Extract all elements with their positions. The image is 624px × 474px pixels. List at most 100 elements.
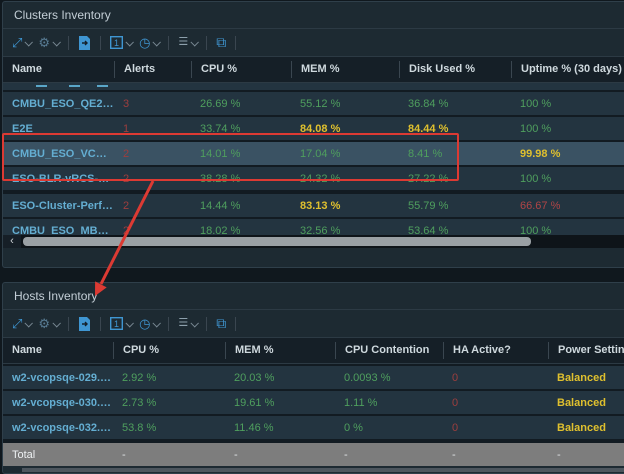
export-icon bbox=[79, 35, 91, 50]
alerts-value: 2 bbox=[123, 172, 130, 185]
expand-icon: ⤢ bbox=[12, 35, 23, 50]
chevron-down-icon bbox=[190, 318, 200, 328]
gear-icon: ⚙ bbox=[38, 35, 51, 50]
chevron-down-icon bbox=[125, 37, 135, 47]
column-header-disk[interactable]: Disk Used % bbox=[399, 61, 511, 78]
mem-value: 17.04 % bbox=[300, 147, 341, 160]
export-button[interactable] bbox=[78, 35, 91, 50]
contention-value: 1.11 % bbox=[344, 396, 378, 409]
clock-icon: ◷ bbox=[139, 316, 151, 331]
settings-button[interactable]: ⚙ bbox=[38, 35, 62, 50]
ha-active-value: 0 bbox=[452, 396, 459, 409]
disk-value: 55.79 % bbox=[408, 199, 449, 212]
contention-value: 0.0093 % bbox=[344, 371, 391, 384]
alerts-value: 3 bbox=[123, 97, 130, 110]
gear-icon: ⚙ bbox=[38, 316, 51, 331]
total-value: - bbox=[452, 448, 456, 461]
hosts-panel-title: Hosts Inventory bbox=[3, 283, 624, 310]
chevron-down-icon bbox=[152, 318, 162, 328]
cluster-name-link[interactable]: CMBU_ESO_VCOPS... bbox=[12, 147, 114, 160]
date-range-button[interactable]: 1 bbox=[110, 317, 135, 330]
ha-active-value: 0 bbox=[452, 371, 459, 384]
chevron-down-icon bbox=[24, 318, 34, 328]
clipped-text-fragment bbox=[97, 85, 108, 87]
toolbar-separator bbox=[68, 316, 70, 331]
column-header-uptime[interactable]: Uptime % (30 days) bbox=[511, 61, 624, 78]
total-label: Total bbox=[12, 448, 36, 461]
column-header-cpu[interactable]: CPU % bbox=[191, 61, 291, 78]
scrollbar-thumb[interactable] bbox=[23, 237, 531, 246]
table-row[interactable]: CMBU_ESO_QE2_Cl... 3 26.69 % 55.12 % 36.… bbox=[3, 92, 624, 115]
cpu-value: 38.28 % bbox=[200, 172, 241, 185]
host-name-link[interactable]: w2-vcopsqe-029.en... bbox=[12, 371, 113, 384]
toolbar-separator bbox=[235, 316, 237, 331]
toolbar-separator bbox=[206, 316, 208, 331]
column-header-alerts[interactable]: Alerts bbox=[114, 61, 191, 78]
settings-button[interactable]: ⚙ bbox=[38, 316, 62, 331]
uptime-value: 100 % bbox=[520, 172, 552, 185]
copy-icon: ⧉ bbox=[216, 34, 227, 50]
alerts-value: 2 bbox=[123, 147, 130, 160]
time-button[interactable]: ◷ bbox=[139, 316, 162, 331]
column-header-mem[interactable]: MEM % bbox=[291, 61, 399, 78]
list-options-button[interactable]: ☰ bbox=[178, 36, 200, 49]
cpu-value: 2.92 % bbox=[122, 371, 157, 384]
host-name-link[interactable]: w2-vcopsqe-030.en... bbox=[12, 396, 113, 409]
list-icon: ☰ bbox=[178, 36, 189, 48]
toolbar-separator bbox=[235, 35, 237, 50]
table-row[interactable]: w2-vcopsqe-029.en... 2.92 % 20.03 % 0.00… bbox=[3, 366, 624, 389]
table-row[interactable]: ESO-BLR-vRCS-Clus... 2 38.28 % 24.32 % 2… bbox=[3, 167, 624, 190]
contention-value: 0 % bbox=[344, 421, 363, 434]
column-header-contention[interactable]: CPU Contention bbox=[335, 342, 443, 359]
column-header-ha[interactable]: HA Active? bbox=[443, 342, 548, 359]
uptime-value: 100 % bbox=[520, 97, 552, 110]
clock-icon: ◷ bbox=[139, 35, 151, 50]
host-name-link[interactable]: w2-vcopsqe-032.en... bbox=[12, 421, 113, 434]
power-settings-value: Balanced bbox=[557, 421, 606, 434]
column-header-name[interactable]: Name bbox=[12, 344, 42, 356]
toolbar-separator bbox=[68, 35, 70, 50]
mem-value: 24.32 % bbox=[300, 172, 341, 185]
date-range-button[interactable]: 1 bbox=[110, 36, 135, 49]
scroll-left-icon[interactable]: ‹ bbox=[3, 235, 21, 248]
svg-text:1: 1 bbox=[114, 319, 119, 329]
hosts-table-header: Name CPU % MEM % CPU Contention HA Activ… bbox=[3, 337, 624, 364]
disk-value: 84.44 % bbox=[408, 122, 449, 135]
table-row-clipped[interactable] bbox=[3, 83, 624, 90]
cluster-name-link[interactable]: E2E bbox=[12, 122, 33, 135]
time-button[interactable]: ◷ bbox=[139, 35, 162, 50]
column-header-mem[interactable]: MEM % bbox=[225, 342, 335, 359]
svg-text:1: 1 bbox=[114, 38, 119, 48]
copy-button[interactable]: ⧉ bbox=[216, 34, 227, 50]
clipped-text-fragment bbox=[36, 85, 47, 87]
toolbar-separator bbox=[168, 316, 170, 331]
chevron-down-icon bbox=[125, 318, 135, 328]
table-row-selected[interactable]: CMBU_ESO_VCOPS... 2 14.01 % 17.04 % 8.41… bbox=[3, 142, 624, 165]
horizontal-scrollbar[interactable] bbox=[22, 468, 624, 472]
column-header-name[interactable]: Name bbox=[12, 63, 42, 75]
cpu-value: 14.44 % bbox=[200, 199, 241, 212]
list-options-button[interactable]: ☰ bbox=[178, 317, 200, 330]
mem-value: 11.46 % bbox=[234, 421, 274, 434]
chevron-down-icon bbox=[52, 37, 62, 47]
table-row[interactable]: ESO-Cluster-Perfor... 2 14.44 % 83.13 % … bbox=[3, 194, 624, 217]
copy-button[interactable]: ⧉ bbox=[216, 316, 226, 330]
expand-button[interactable]: ⤢ bbox=[12, 317, 34, 330]
cpu-value: 33.74 % bbox=[200, 122, 241, 135]
cluster-name-link[interactable]: ESO-Cluster-Perfor... bbox=[12, 199, 114, 212]
toolbar-separator bbox=[168, 35, 170, 50]
table-row[interactable]: w2-vcopsqe-030.en... 2.73 % 19.61 % 1.11… bbox=[3, 391, 624, 414]
cluster-name-link[interactable]: ESO-BLR-vRCS-Clus... bbox=[12, 172, 114, 185]
clusters-table-header: Name Alerts CPU % MEM % Disk Used % Upti… bbox=[3, 56, 624, 83]
hosts-inventory-panel: Hosts Inventory ⤢ ⚙ 1 ◷ bbox=[2, 282, 624, 474]
table-row[interactable]: E2E 1 33.74 % 84.08 % 84.44 % 100 % bbox=[3, 117, 624, 140]
expand-button[interactable]: ⤢ bbox=[12, 35, 34, 50]
column-header-cpu[interactable]: CPU % bbox=[113, 342, 225, 359]
table-row[interactable]: w2-vcopsqe-032.en... 53.8 % 11.46 % 0 % … bbox=[3, 416, 624, 439]
cpu-value: 53.8 % bbox=[122, 421, 157, 434]
export-button[interactable] bbox=[78, 316, 91, 331]
column-header-power[interactable]: Power Settings bbox=[548, 342, 624, 359]
cluster-name-link[interactable]: CMBU_ESO_QE2_Cl... bbox=[12, 97, 114, 110]
horizontal-scrollbar[interactable]: ‹ bbox=[3, 235, 624, 248]
hosts-table-body: w2-vcopsqe-029.en... 2.92 % 20.03 % 0.00… bbox=[3, 364, 624, 466]
